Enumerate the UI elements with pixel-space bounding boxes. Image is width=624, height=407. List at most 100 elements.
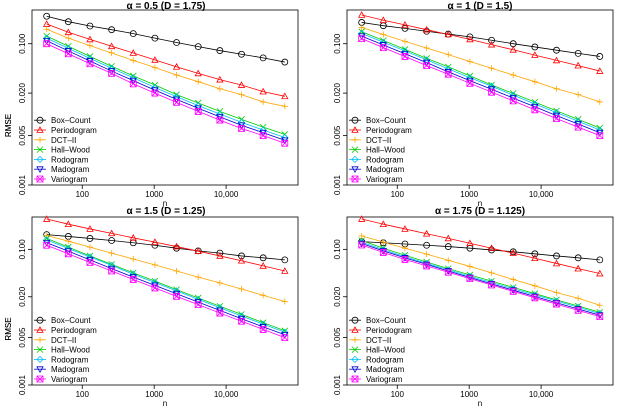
data-point: [194, 247, 202, 254]
data-point: [401, 50, 409, 58]
data-point: [488, 269, 495, 276]
data-point: [575, 295, 582, 302]
data-point: [86, 259, 94, 266]
data-point: [380, 239, 387, 246]
data-point: [42, 239, 51, 247]
data-point: [86, 22, 94, 30]
data-point: [552, 259, 561, 267]
series-line: [46, 43, 285, 144]
series-line: [46, 239, 285, 333]
data-point: [151, 282, 159, 290]
series-dct-ii: [358, 232, 603, 309]
data-point: [444, 268, 452, 276]
x-tick-label: 100: [391, 190, 405, 199]
data-point: [596, 256, 604, 264]
data-point: [216, 279, 223, 286]
y-tick-label: 0.005: [18, 125, 27, 146]
y-tick-label: 0.005: [333, 327, 342, 348]
legend-marker: [351, 146, 359, 153]
data-point: [466, 244, 474, 252]
series-line: [361, 27, 600, 103]
data-point: [596, 313, 604, 320]
legend-label: Box–Count: [366, 116, 406, 125]
y-axis-label: RMSE: [4, 317, 13, 340]
data-point: [401, 245, 408, 252]
data-point: [281, 139, 289, 147]
data-point: [444, 243, 452, 250]
data-point: [108, 49, 115, 56]
data-point: [172, 242, 181, 250]
data-point: [466, 58, 473, 65]
data-point: [65, 35, 72, 42]
legend-label: Rodogram: [51, 155, 89, 164]
legend-marker: [36, 326, 44, 333]
series-line: [361, 22, 600, 57]
data-point: [42, 20, 51, 27]
data-point: [596, 302, 603, 309]
data-point: [173, 39, 180, 46]
data-point: [379, 16, 388, 24]
data-point: [357, 215, 366, 222]
data-point: [423, 251, 430, 258]
chart-panel-1: α = 0.5 (D = 1.75) 100 1000 10,000 n 0.001 0.0…: [4, 1, 299, 208]
data-point: [42, 215, 51, 222]
series-line: [361, 218, 600, 274]
data-point: [259, 132, 267, 140]
legend-marker: [352, 336, 358, 343]
data-point: [531, 250, 539, 258]
legend-label: Rodogram: [366, 355, 404, 364]
data-point: [173, 267, 180, 274]
data-point: [259, 262, 267, 269]
data-point: [553, 252, 560, 260]
data-point: [401, 38, 408, 45]
data-point: [195, 274, 202, 281]
series-dct-ii: [43, 232, 288, 305]
data-point: [64, 50, 72, 58]
data-point: [238, 125, 245, 132]
data-point: [531, 78, 538, 85]
data-point: [423, 262, 431, 270]
legend-marker: [351, 346, 359, 353]
data-point: [357, 33, 366, 40]
series-line: [46, 242, 285, 336]
legend-marker: [36, 366, 44, 374]
y-tick-label: 0.001: [333, 374, 342, 395]
y-tick-label: 0.020: [18, 286, 27, 307]
data-point: [574, 123, 582, 131]
x-tick-label: 100: [391, 390, 405, 399]
legend-marker: [36, 166, 44, 174]
data-point: [259, 324, 267, 331]
series-variogram: [358, 241, 604, 320]
series-line: [361, 31, 600, 129]
data-point: [574, 264, 582, 272]
series-box-count: [358, 238, 604, 264]
legend-label: Hall–Wood: [51, 146, 90, 155]
data-point: [379, 42, 388, 49]
data-point: [553, 115, 560, 123]
legend-label: DCT–II: [366, 336, 391, 345]
series-line: [46, 40, 285, 141]
series-line: [361, 235, 600, 306]
data-point: [216, 85, 223, 92]
legend-marker: [351, 166, 359, 174]
data-point: [151, 238, 159, 245]
data-point: [129, 80, 137, 88]
y-axis-label: RMSE: [4, 114, 13, 137]
legend-marker: [351, 116, 359, 124]
data-point: [444, 70, 452, 78]
legend-marker: [36, 126, 44, 133]
series-line: [46, 37, 285, 138]
y-tick-label: 0.020: [333, 286, 342, 307]
y-tick-label: 0.100: [333, 239, 342, 260]
data-point: [130, 57, 137, 64]
data-point: [509, 287, 517, 295]
y-tick-label: 0.020: [18, 83, 27, 104]
legend-label: Madogram: [51, 365, 90, 374]
data-point: [531, 43, 539, 51]
data-point: [151, 56, 159, 63]
data-point: [444, 63, 452, 71]
legend-label: Hall–Wood: [51, 346, 90, 355]
series-line: [46, 244, 285, 338]
data-point: [358, 24, 365, 31]
legend-label: Periodogram: [51, 126, 97, 135]
